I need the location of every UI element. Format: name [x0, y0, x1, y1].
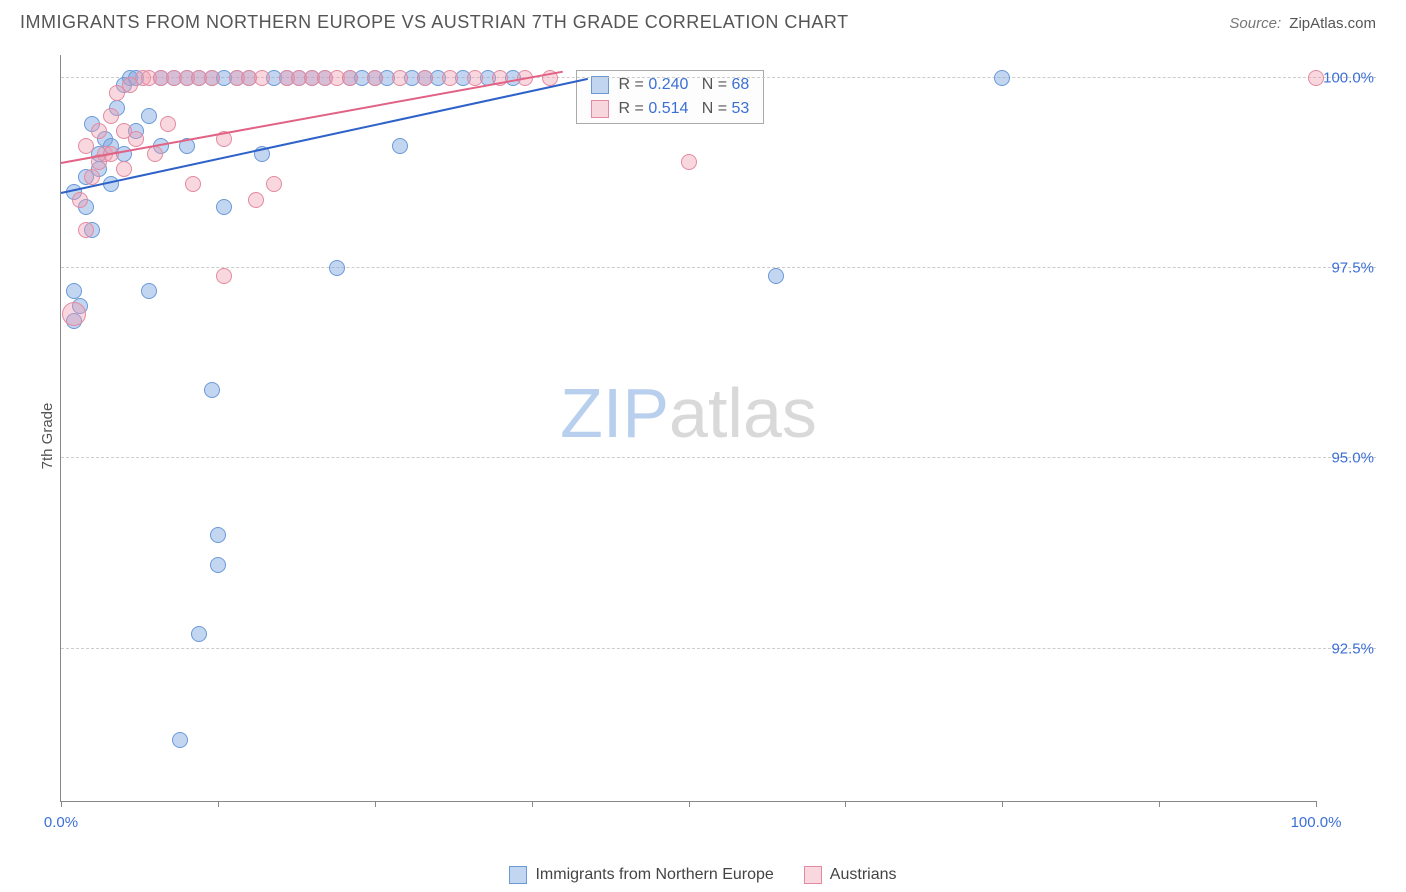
- x-tick-label: 100.0%: [1291, 814, 1342, 831]
- data-point: [147, 146, 163, 162]
- watermark: ZIPatlas: [560, 373, 817, 453]
- data-point: [442, 70, 458, 86]
- x-tick: [845, 801, 846, 807]
- legend-text: R = 0.514 N = 53: [619, 100, 750, 118]
- y-tick-label: 97.5%: [1331, 260, 1374, 277]
- y-axis-label: 7th Grade: [39, 403, 56, 470]
- legend-swatch: [509, 866, 527, 884]
- x-tick: [1002, 801, 1003, 807]
- legend-swatch: [591, 76, 609, 94]
- data-point: [204, 382, 220, 398]
- plot-area: ZIPatlas R = 0.240 N = 68 R = 0.514 N = 5…: [60, 55, 1316, 802]
- data-point: [204, 70, 220, 86]
- legend-text: R = 0.240 N = 68: [619, 76, 750, 94]
- correlation-legend: R = 0.240 N = 68 R = 0.514 N = 53: [576, 70, 765, 124]
- data-point: [216, 268, 232, 284]
- data-point: [681, 154, 697, 170]
- source-value: ZipAtlas.com: [1289, 15, 1376, 32]
- data-point: [116, 161, 132, 177]
- x-tick: [1316, 801, 1317, 807]
- data-point: [185, 176, 201, 192]
- x-tick: [689, 801, 690, 807]
- gridline: [61, 648, 1376, 649]
- y-tick-label: 92.5%: [1331, 640, 1374, 657]
- data-point: [172, 732, 188, 748]
- x-tick: [532, 801, 533, 807]
- data-point: [72, 192, 88, 208]
- legend-swatch: [804, 866, 822, 884]
- legend-label: Austrians: [830, 866, 897, 884]
- data-point: [62, 302, 86, 326]
- chart-title: IMMIGRANTS FROM NORTHERN EUROPE VS AUSTR…: [20, 12, 849, 33]
- legend-label: Immigrants from Northern Europe: [535, 866, 773, 884]
- data-point: [266, 176, 282, 192]
- data-point: [103, 108, 119, 124]
- x-tick: [61, 801, 62, 807]
- data-point: [392, 138, 408, 154]
- x-tick: [375, 801, 376, 807]
- data-point: [91, 123, 107, 139]
- gridline: [61, 267, 1376, 268]
- chart-container: 7th Grade ZIPatlas R = 0.240 N = 68R = 0…: [20, 50, 1376, 822]
- data-point: [216, 199, 232, 215]
- data-point: [768, 268, 784, 284]
- data-point: [994, 70, 1010, 86]
- legend-item: Immigrants from Northern Europe: [509, 866, 773, 884]
- legend-swatch: [591, 100, 609, 118]
- data-point: [248, 192, 264, 208]
- source-label: Source:: [1229, 15, 1281, 32]
- source-attribution: Source: ZipAtlas.com: [1229, 15, 1376, 32]
- data-point: [329, 260, 345, 276]
- x-tick: [218, 801, 219, 807]
- legend-row: R = 0.514 N = 53: [577, 97, 764, 121]
- y-tick-label: 95.0%: [1331, 450, 1374, 467]
- data-point: [210, 557, 226, 573]
- data-point: [66, 283, 82, 299]
- data-point: [392, 70, 408, 86]
- data-point: [160, 116, 176, 132]
- data-point: [78, 138, 94, 154]
- gridline: [61, 457, 1376, 458]
- data-point: [1308, 70, 1324, 86]
- data-point: [417, 70, 433, 86]
- x-tick-label: 0.0%: [44, 814, 78, 831]
- data-point: [342, 70, 358, 86]
- data-point: [191, 626, 207, 642]
- data-point: [84, 169, 100, 185]
- data-point: [141, 108, 157, 124]
- x-tick: [1159, 801, 1160, 807]
- data-point: [128, 131, 144, 147]
- data-point: [141, 283, 157, 299]
- legend-item: Austrians: [804, 866, 897, 884]
- data-point: [254, 70, 270, 86]
- data-point: [467, 70, 483, 86]
- series-legend: Immigrants from Northern Europe Austrians: [0, 866, 1406, 884]
- data-point: [367, 70, 383, 86]
- data-point: [210, 527, 226, 543]
- y-tick-label: 100.0%: [1323, 69, 1374, 86]
- data-point: [78, 222, 94, 238]
